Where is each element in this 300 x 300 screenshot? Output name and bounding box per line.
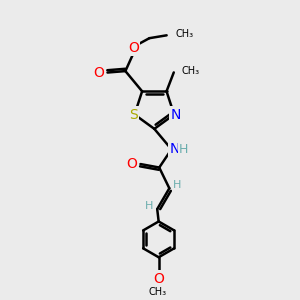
- Text: S: S: [129, 107, 137, 122]
- Text: O: O: [126, 157, 137, 171]
- Text: CH₃: CH₃: [148, 287, 166, 298]
- Text: CH₃: CH₃: [182, 66, 200, 76]
- Text: CH₃: CH₃: [175, 29, 194, 39]
- Text: H: H: [173, 180, 182, 190]
- Text: H: H: [179, 142, 188, 156]
- Text: O: O: [128, 41, 139, 55]
- Text: N: N: [170, 107, 181, 122]
- Text: N: N: [169, 142, 180, 156]
- Text: O: O: [93, 65, 104, 80]
- Text: H: H: [145, 201, 153, 211]
- Text: O: O: [153, 272, 164, 286]
